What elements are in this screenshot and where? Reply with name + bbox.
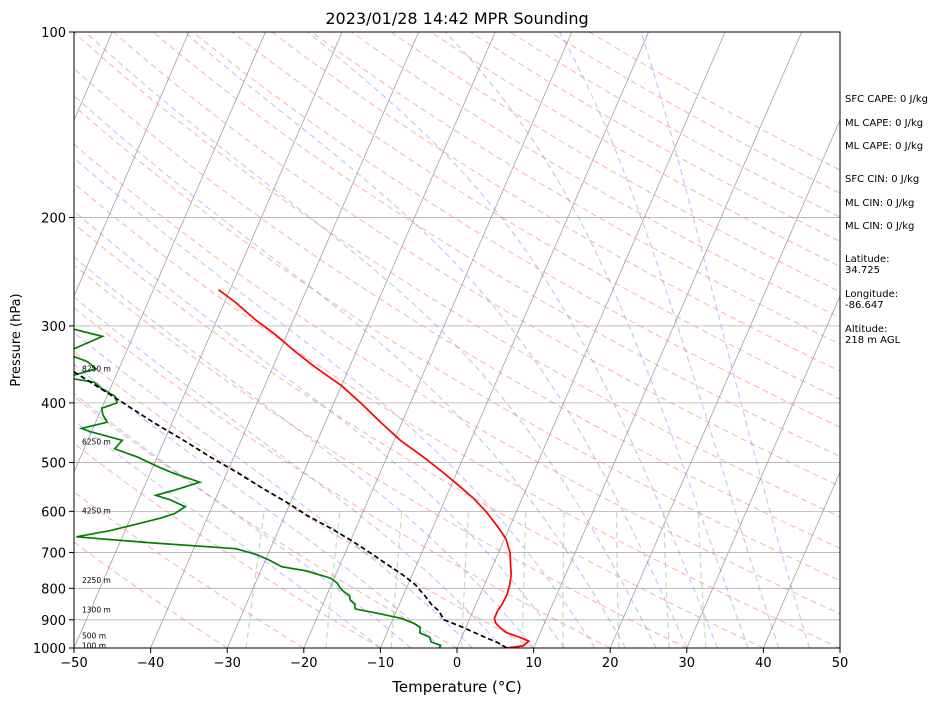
height-label: 2250 m (82, 576, 111, 585)
dry-adiabat (74, 264, 688, 648)
y-tick-label: 500 (41, 457, 66, 472)
x-tick-label: −10 (367, 656, 394, 671)
y-tick-label: 100 (41, 26, 66, 41)
mixing-ratio-line (245, 511, 265, 648)
moist-adiabat (307, 32, 718, 648)
y-tick-label: 300 (41, 320, 66, 335)
dewpoint-profile (74, 328, 442, 648)
height-label: 500 m (82, 632, 106, 641)
dry-adiabat (231, 32, 840, 400)
isotherm-line (763, 470, 840, 648)
dry-adiabat (311, 32, 840, 345)
height-label: 100 m (82, 641, 106, 650)
x-tick-label: 40 (755, 656, 772, 671)
y-tick-label: 600 (41, 505, 66, 520)
x-tick-label: −30 (213, 656, 240, 671)
y-axis-label: Pressure (hPa) (9, 293, 24, 386)
x-axis-label: Temperature (°C) (391, 678, 521, 696)
dry-adiabat (192, 32, 840, 429)
dry-adiabat (74, 67, 840, 549)
x-tick-label: 30 (679, 656, 696, 671)
moist-adiabat (74, 210, 565, 648)
isotherm-line (150, 32, 420, 648)
mixing-ratio-line (390, 511, 403, 648)
moist-adiabat (444, 32, 749, 648)
ml-cin-stat: ML CIN: 0 J/kg (845, 198, 915, 209)
moist-adiabat (74, 419, 381, 648)
dry-adiabat (74, 491, 305, 648)
dry-adiabat (74, 350, 534, 648)
dry-adiabat (152, 32, 840, 458)
y-axis: 1000 900 800 700 600 500 400 300 200 100 (33, 26, 74, 657)
isotherm-line (533, 32, 803, 648)
x-axis: −50 −40 −30 −20 −10 0 10 20 30 40 50 (60, 648, 848, 671)
parcel-profile (74, 370, 508, 648)
isotherm-line (609, 118, 840, 648)
ml-cin-stat-2: ML CIN: 0 J/kg (845, 221, 915, 232)
moist-adiabat (559, 32, 780, 648)
height-label: 4250 m (82, 506, 111, 515)
profile-lines (74, 289, 531, 648)
y-tick-label: 900 (41, 614, 66, 629)
height-label: 6250 m (82, 437, 111, 446)
sfc-cin-stat: SFC CIN: 0 J/kg (845, 174, 920, 185)
isotherm-line (74, 32, 266, 474)
isotherm-line (456, 32, 726, 648)
mixing-ratio-line (521, 511, 527, 648)
plot-frame (73, 31, 841, 649)
x-tick-label: 10 (525, 656, 542, 671)
chart-title: 2023/01/28 14:42 MPR Sounding (325, 9, 588, 28)
x-tick-label: 0 (453, 656, 461, 671)
moist-adiabat (640, 32, 810, 648)
latitude-stat: Latitude: 34.725 (845, 254, 890, 276)
y-tick-label: 1000 (33, 642, 66, 657)
isotherm-line (303, 32, 573, 648)
dry-adiabat (74, 541, 228, 648)
x-tick-label: 50 (832, 656, 849, 671)
ml-cape-stat-2: ML CAPE: 0 J/kg (845, 141, 924, 152)
dry-adiabat (74, 442, 381, 648)
moist-adiabat (74, 331, 473, 648)
dry-adiabat (74, 32, 840, 518)
temperature-profile (217, 289, 531, 648)
sfc-cape-stat: SFC CAPE: 0 J/kg (845, 94, 928, 105)
dry-adiabat (74, 105, 840, 582)
x-tick-label: −20 (290, 656, 317, 671)
moist-adiabat (74, 157, 596, 648)
height-label: 8250 m (82, 365, 111, 374)
longitude-stat: Longitude: -86.647 (845, 289, 899, 311)
dry-adiabat (74, 182, 840, 648)
isotherm-line (74, 32, 190, 298)
y-tick-label: 700 (41, 547, 66, 562)
background-lines (74, 32, 840, 648)
y-tick-label: 400 (41, 397, 66, 412)
dry-adiabat (74, 306, 611, 648)
moist-adiabat (183, 32, 688, 648)
moist-adiabat (74, 392, 412, 648)
ml-cape-stat: ML CAPE: 0 J/kg (845, 118, 924, 129)
dry-adiabat (74, 143, 840, 615)
moist-adiabat (84, 32, 657, 648)
dry-adiabat (74, 396, 458, 648)
x-tick-label: −50 (60, 656, 87, 671)
isotherm-line (74, 32, 343, 648)
isotherm-line (380, 32, 649, 648)
x-tick-label: −40 (137, 656, 164, 671)
moist-adiabat (74, 256, 535, 648)
mixing-ratio-line (616, 511, 620, 648)
isotherm-line (226, 32, 496, 648)
x-tick-label: 20 (602, 656, 619, 671)
mixing-ratio-line (697, 511, 707, 648)
dry-adiabat (271, 32, 840, 372)
y-tick-label: 200 (41, 211, 66, 226)
isotherm-line (686, 294, 840, 648)
height-label: 1300 m (82, 606, 111, 615)
moist-adiabat (74, 296, 504, 648)
y-tick-label: 800 (41, 582, 66, 597)
moist-adiabat (74, 94, 627, 648)
altitude-stat: Altitude: 218 m AGL (845, 324, 901, 346)
